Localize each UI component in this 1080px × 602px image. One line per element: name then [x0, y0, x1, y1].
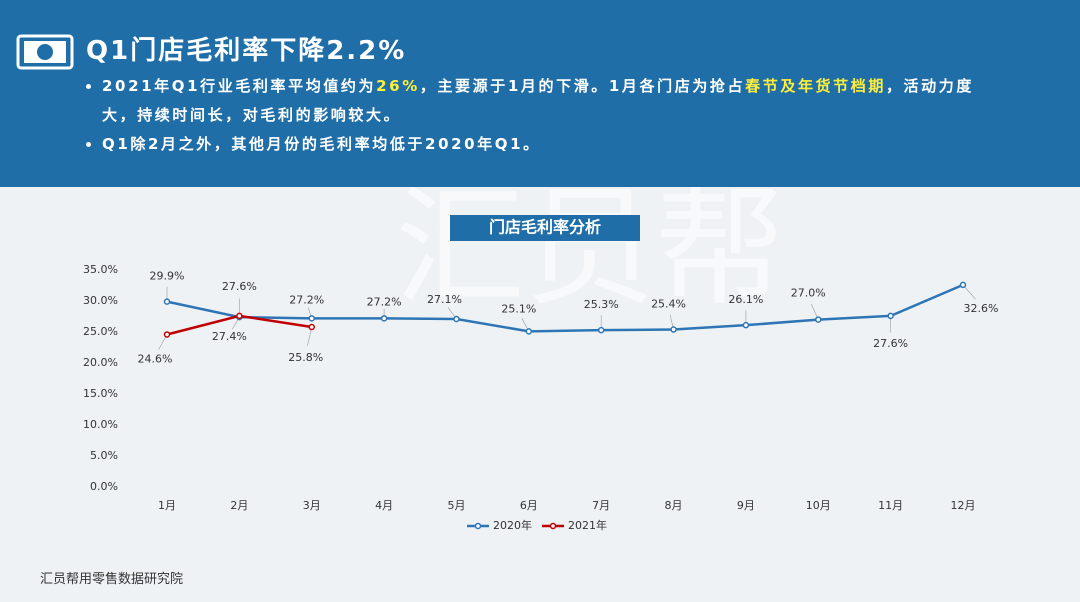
bullet: Q1除2月之外，其他月份的毛利率均低于2020年Q1。 [102, 130, 1002, 159]
y-tick-label: 5.0% [90, 449, 118, 462]
bullet-text: 春节及年货节档期 [745, 77, 886, 95]
x-tick-label: 11月 [878, 499, 903, 512]
x-tick-label: 8月 [665, 499, 683, 512]
title: Q1门店毛利率下降2.2% [86, 36, 407, 66]
bullet: 2021年Q1行业毛利率平均值约为26%，主要源于1月的下滑。1月各门店为抢占春… [102, 72, 1002, 130]
data-label: 27.2% [367, 295, 402, 308]
legend-label: 2020年 [493, 518, 532, 532]
bullet-text: ，活动力度大，持续时间长，对毛利的影响较大。 [102, 77, 974, 124]
icon [16, 34, 74, 70]
data-label: 25.3% [584, 298, 619, 311]
data-label: 27.0% [791, 287, 826, 300]
y-tick-label: 30.0% [83, 294, 118, 307]
x-tick-label: 12月 [951, 499, 976, 512]
y-tick-label: 10.0% [83, 418, 118, 431]
y-tick-label: 35.0% [83, 263, 118, 276]
chart-title: 门店毛利率分析 [489, 218, 601, 237]
legend-label: 2021年 [568, 518, 607, 532]
point [236, 312, 243, 320]
point [453, 315, 460, 323]
data-label: 25.4% [651, 298, 686, 311]
data-label: 27.4% [212, 330, 247, 343]
point [815, 316, 822, 323]
x-tick-label: 10月 [806, 499, 831, 512]
title-box [450, 215, 640, 241]
point [380, 315, 388, 322]
point [670, 326, 677, 333]
x-tick-label: 7月 [592, 499, 610, 512]
y-tick-label: 0.0% [90, 480, 118, 493]
y-tick-label: 15.0% [83, 387, 118, 400]
header: Q1门店毛利率下降2.2% 2021年Q1行业毛利率平均值约为26%，主要源于1… [0, 0, 1080, 187]
line [166, 283, 964, 333]
point [163, 331, 171, 338]
point [525, 328, 533, 335]
point [308, 323, 315, 331]
y-tick-label: 20.0% [83, 356, 118, 369]
point [597, 326, 605, 334]
x-tick-label: 2月 [230, 499, 248, 512]
x-tick-label: 6月 [520, 499, 538, 512]
point [163, 298, 171, 305]
bullet-text: Q1除2月之外，其他月份的毛利率均低于2020年Q1。 [102, 135, 541, 153]
legend-marker [549, 522, 557, 530]
data-label: 26.1% [728, 293, 763, 306]
bullet-text: 2021年Q1行业毛利率平均值约为 [102, 77, 377, 95]
data-label: 29.9% [150, 270, 185, 283]
point [959, 281, 967, 289]
legend-marker [474, 522, 482, 530]
point [308, 315, 315, 322]
bullets: 2021年Q1行业毛利率平均值约为26%，主要源于1月的下滑。1月各门店为抢占春… [76, 72, 1002, 159]
data-label: 27.1% [427, 293, 462, 306]
data-label: 27.2% [289, 293, 324, 306]
data-label: 32.6% [964, 302, 999, 315]
x-tick-label: 3月 [303, 499, 321, 512]
chart: 汇员帮 门店毛利率分析 0.0% 5.0% 10.0% 15.0% 20.0% 25.0%… [83, 187, 999, 532]
y-tick-label: 25.0% [83, 325, 118, 338]
bullet-text: ，主要源于1月的下滑。1月各门店为抢占 [419, 77, 746, 95]
point [887, 312, 894, 320]
x-tick-label: 4月 [375, 499, 393, 512]
data-label: 25.8% [288, 351, 323, 364]
point [742, 321, 750, 329]
data-label: 24.6% [138, 352, 173, 365]
data-label: 25.1% [501, 302, 536, 315]
footer: 汇员帮用零售数据研究院 [40, 572, 184, 587]
watermark: 汇员帮 [395, 187, 785, 324]
x-tick-label: 9月 [737, 499, 755, 512]
bullet-text: 26% [376, 77, 420, 95]
x-tick-label: 5月 [447, 499, 465, 512]
data-label: 27.6% [873, 337, 908, 350]
data-label: 27.6% [222, 280, 257, 293]
x-tick-label: 1月 [158, 499, 176, 512]
